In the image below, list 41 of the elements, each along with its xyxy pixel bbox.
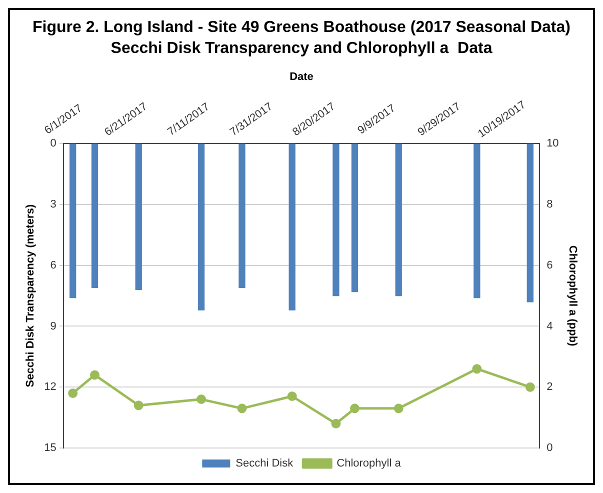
y2-axis-title: Chlorophyll a (ppb) <box>566 245 578 347</box>
y2-tick-label: 10 <box>546 138 559 150</box>
point <box>525 382 535 392</box>
point <box>472 364 482 374</box>
y2-tick-label: 4 <box>546 320 553 332</box>
y2-tick-label: 0 <box>546 442 553 454</box>
bar <box>351 144 358 292</box>
point <box>287 392 297 401</box>
y2-tick-label: 2 <box>546 381 553 394</box>
point <box>68 388 78 398</box>
y-tick-label: 9 <box>50 320 56 332</box>
bar <box>238 144 246 288</box>
bar <box>332 144 340 296</box>
y-tick-label: 15 <box>44 442 56 454</box>
bar <box>135 144 142 290</box>
point <box>350 404 360 414</box>
bar <box>70 144 76 298</box>
point <box>196 394 206 404</box>
y-axis-title: Secchi Disk Transparency (meters) <box>24 204 37 388</box>
y-tick-label: 3 <box>50 198 56 211</box>
bar <box>288 144 296 310</box>
point <box>90 370 100 380</box>
y-tick-label: 12 <box>44 381 56 394</box>
y-tick-label: 6 <box>50 259 56 272</box>
bar <box>91 144 98 288</box>
bar <box>395 144 402 296</box>
chart-subtitle: Secchi Disk Transparency and Chlorophyll a Data <box>110 40 492 58</box>
point <box>331 418 341 428</box>
y2-tick-label: 8 <box>546 198 553 211</box>
legend-label: Secchi Disk <box>236 458 294 470</box>
bar <box>474 144 480 298</box>
bar <box>526 144 534 302</box>
y-tick-label: 0 <box>50 138 56 150</box>
point <box>134 400 144 410</box>
y2-tick-label: 6 <box>546 259 553 272</box>
legend-label: Chlorophyll a <box>336 458 402 470</box>
chart-title: Figure 2. Long Island - Site 49 Greens Boathouse (2017 Seasonal Data) <box>32 19 570 36</box>
x-axis-title: Date <box>290 71 314 84</box>
point <box>237 404 247 414</box>
point <box>394 404 404 414</box>
bar <box>198 144 205 310</box>
